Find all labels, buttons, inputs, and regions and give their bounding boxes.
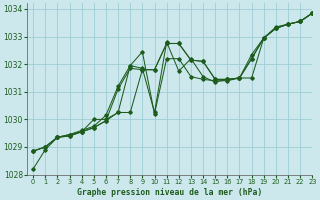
X-axis label: Graphe pression niveau de la mer (hPa): Graphe pression niveau de la mer (hPa) xyxy=(77,188,262,197)
